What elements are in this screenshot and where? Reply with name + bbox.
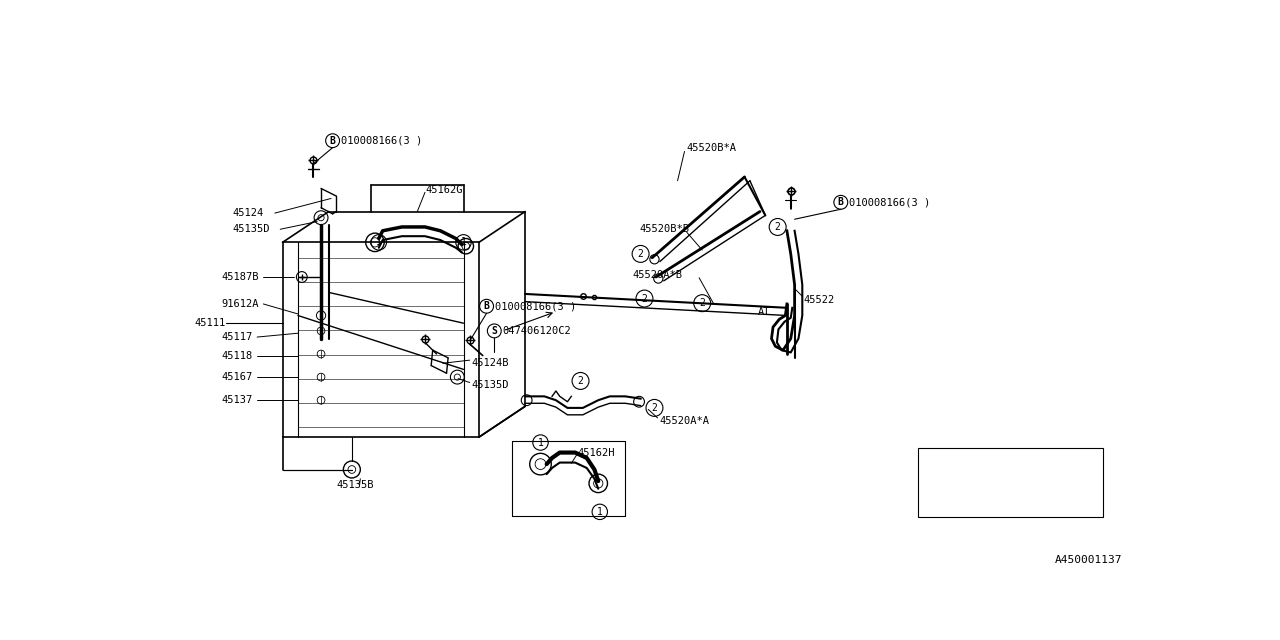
Text: 45162H: 45162H (577, 447, 614, 458)
Text: S: S (492, 326, 497, 336)
Bar (918, 448, 1102, 517)
Text: 45124B: 45124B (471, 358, 508, 368)
Text: 2: 2 (637, 249, 644, 259)
Text: 2: 2 (932, 495, 938, 505)
Text: 45135B: 45135B (337, 480, 374, 490)
Text: 45135D: 45135D (471, 380, 508, 390)
Text: 2: 2 (699, 298, 705, 308)
Text: AT: AT (758, 307, 771, 317)
Text: 45162G: 45162G (425, 185, 462, 195)
Text: 2: 2 (774, 222, 781, 232)
Text: 91612A: 91612A (221, 299, 259, 309)
Text: 010008166(3 ): 010008166(3 ) (495, 301, 576, 311)
Text: 1: 1 (596, 507, 603, 517)
Text: 091748004(4): 091748004(4) (957, 460, 1033, 470)
Text: 047406120C2: 047406120C2 (503, 326, 571, 336)
Text: B: B (484, 301, 489, 311)
Text: 45187B: 45187B (221, 272, 259, 282)
Text: A450001137: A450001137 (1055, 556, 1121, 565)
Text: 45118: 45118 (221, 351, 252, 360)
Text: 45135D: 45135D (233, 224, 270, 234)
Text: 45522: 45522 (804, 295, 835, 305)
Text: 1: 1 (376, 237, 381, 247)
Text: 45137: 45137 (221, 395, 252, 405)
Text: 45520B*A: 45520B*A (687, 143, 737, 154)
Text: 45520A*A: 45520A*A (660, 416, 710, 426)
Text: B: B (838, 197, 844, 207)
Text: 45111: 45111 (195, 318, 225, 328)
Text: 1: 1 (538, 438, 544, 447)
Text: 010008166(3 ): 010008166(3 ) (849, 197, 931, 207)
Text: 45520A*B: 45520A*B (632, 271, 684, 280)
Text: B: B (330, 136, 335, 146)
Text: 45124: 45124 (233, 208, 264, 218)
Text: 45117: 45117 (221, 332, 252, 342)
Text: 1: 1 (461, 237, 466, 247)
Text: 2: 2 (652, 403, 658, 413)
Text: W170023: W170023 (957, 495, 1001, 505)
Text: 2: 2 (577, 376, 584, 386)
Text: 1: 1 (932, 460, 938, 470)
Text: 45167: 45167 (221, 372, 252, 382)
Text: 010008166(3 ): 010008166(3 ) (340, 136, 422, 146)
Text: 2: 2 (641, 294, 648, 303)
Text: 45520B*B: 45520B*B (639, 224, 689, 234)
